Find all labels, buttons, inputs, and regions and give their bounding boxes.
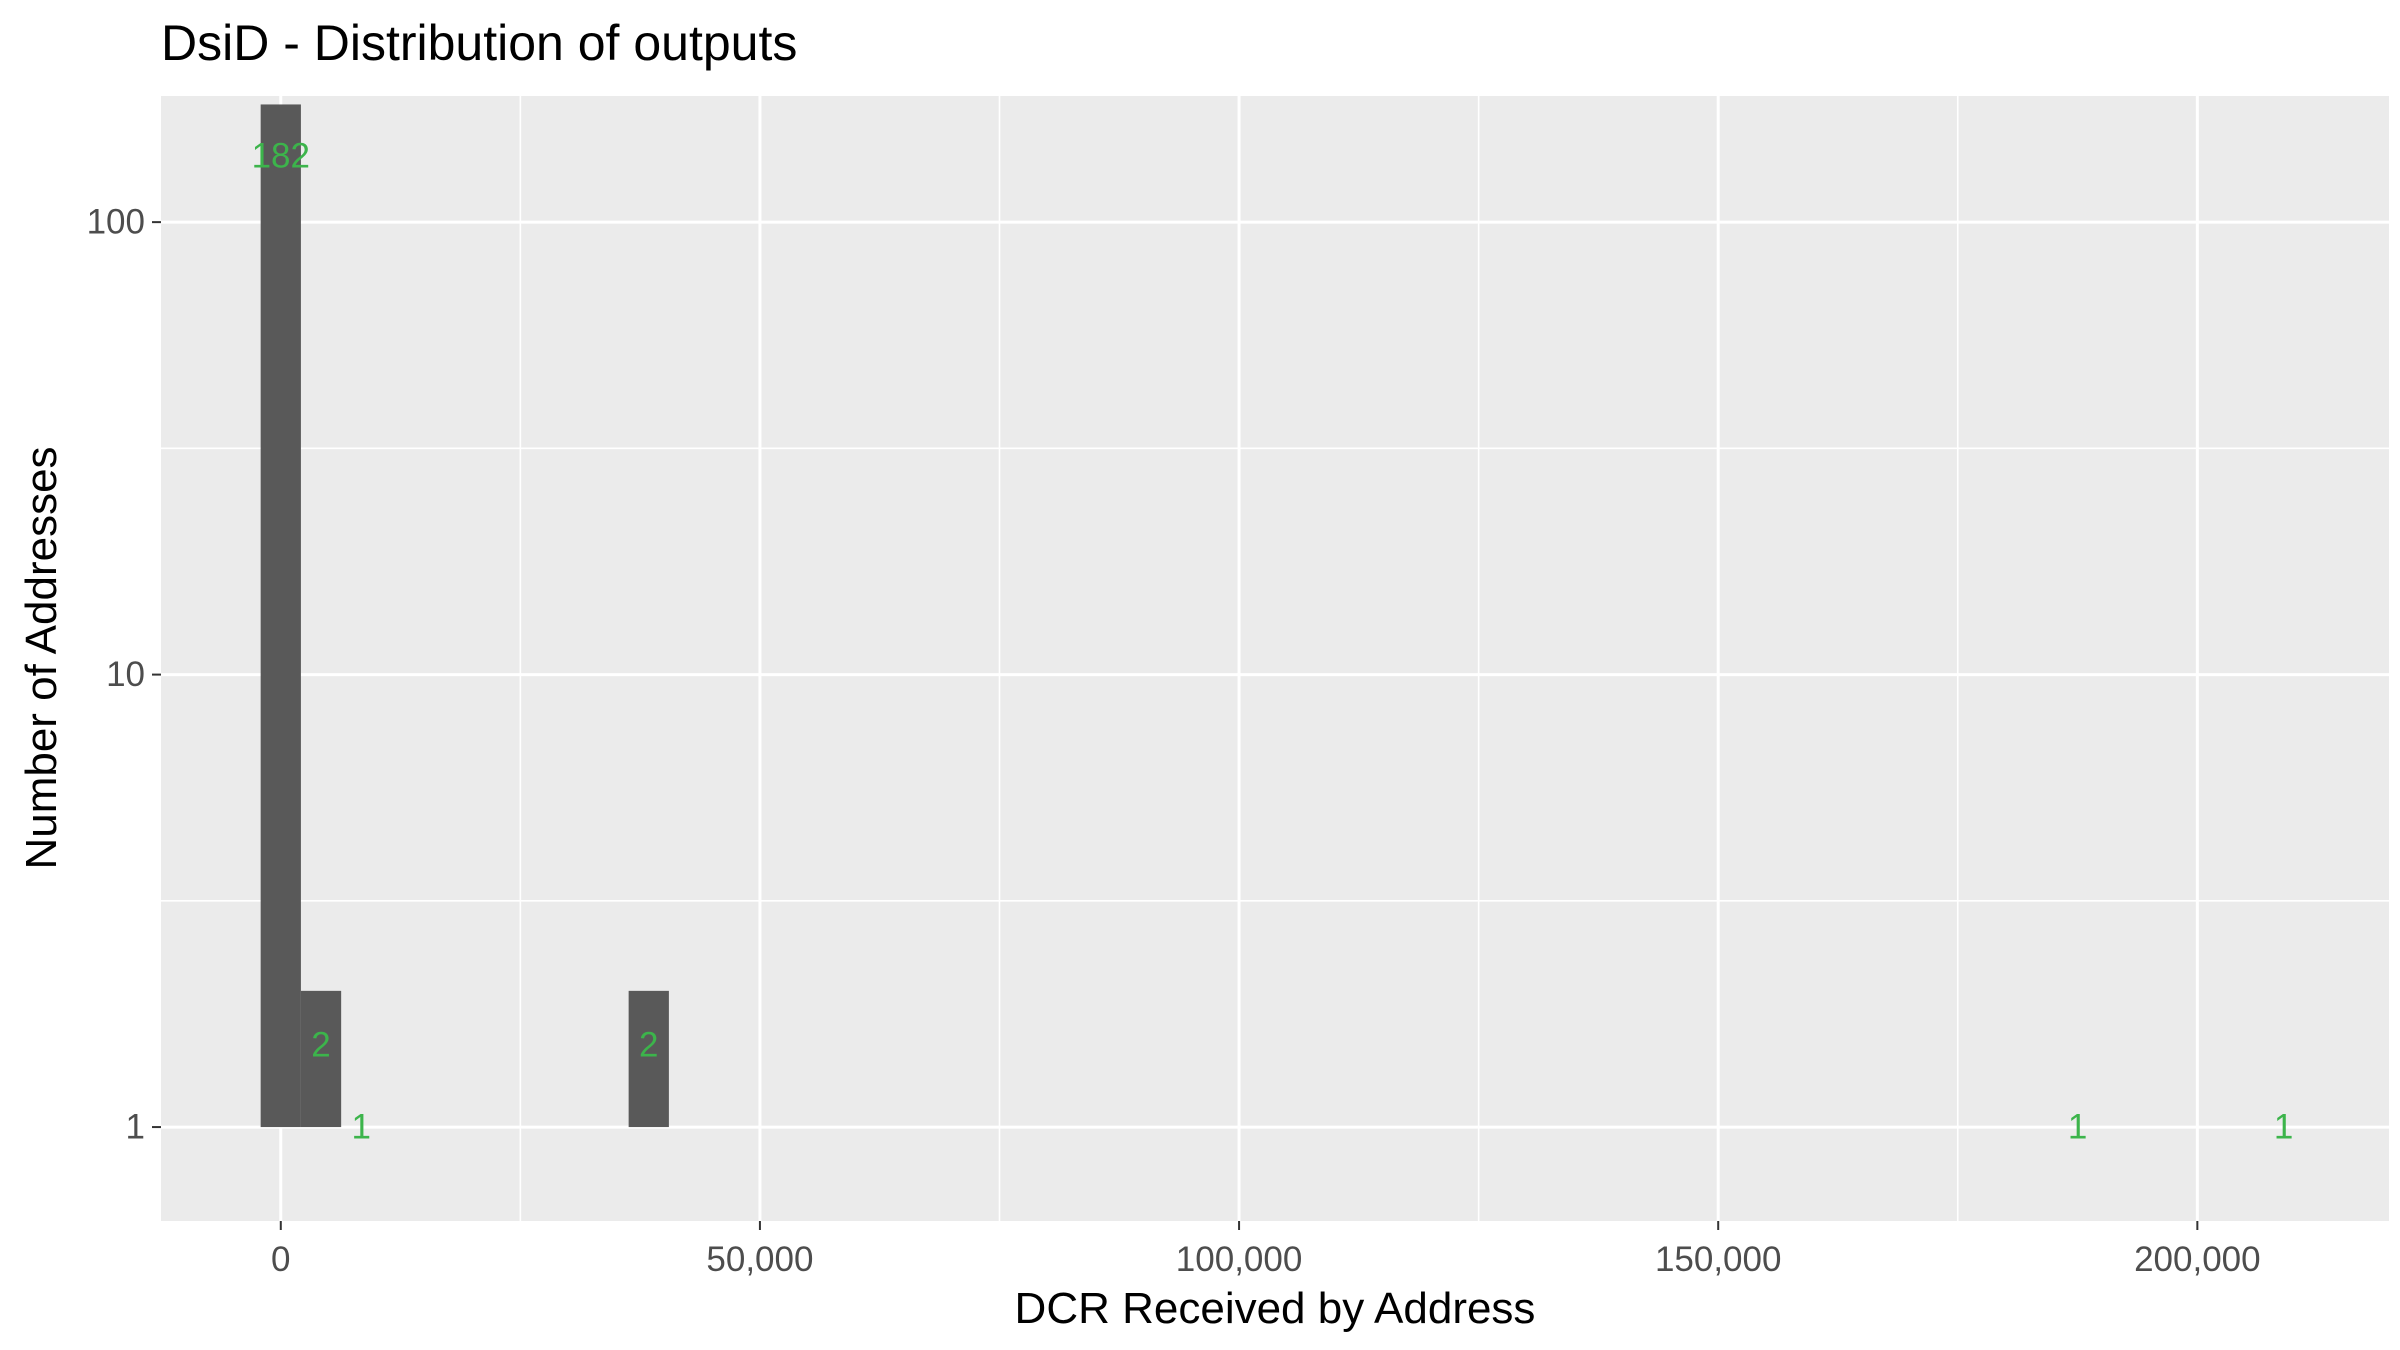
data-labels: 182 2 2 1 1 1 [252,137,2294,1147]
plot-panel [161,96,2389,1221]
x-axis-title: DCR Received by Address [1015,1284,1536,1333]
y-tick-label: 10 [106,655,145,694]
data-label: 1 [352,1108,371,1147]
grid-minor-y [161,447,2389,902]
histogram-bar [300,990,342,1128]
x-tick-label: 0 [271,1240,290,1279]
x-tick-label: 150,000 [1655,1240,1782,1279]
x-axis-ticks: 0 50,000 100,000 150,000 200,000 [271,1221,2261,1279]
y-tick-label: 1 [126,1108,145,1147]
y-axis-ticks: 1 10 100 [87,203,161,1147]
grid-major-y [161,220,2389,1129]
grid-minor-x [519,96,1959,1221]
data-label: 1 [2274,1108,2293,1147]
x-tick-label: 100,000 [1176,1240,1303,1279]
bars [260,104,669,1128]
data-label: 182 [252,137,310,176]
chart-title: DsiD - Distribution of outputs [161,15,797,71]
y-axis-title: Number of Addresses [17,446,66,869]
data-label: 2 [639,1025,658,1064]
x-tick-label: 200,000 [2134,1240,2261,1279]
data-label: 1 [2068,1108,2087,1147]
y-tick-label: 100 [87,203,145,242]
data-label: 2 [311,1025,330,1064]
x-tick-label: 50,000 [706,1240,813,1279]
histogram-bar [260,104,301,1128]
histogram-bar [628,990,669,1128]
